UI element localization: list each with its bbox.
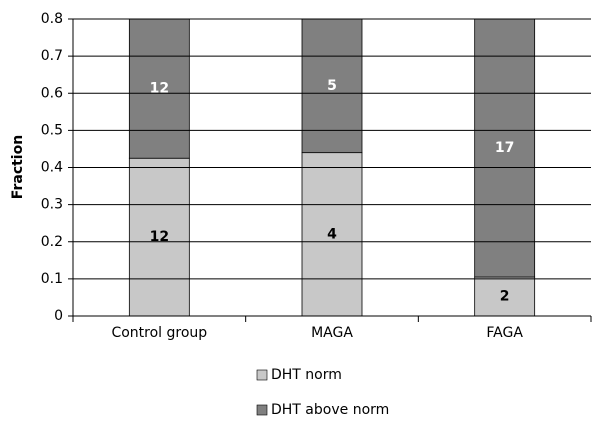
data-label: 17 bbox=[495, 140, 514, 156]
legend-swatch bbox=[256, 369, 268, 381]
y-tick-label: 0 bbox=[54, 308, 63, 324]
y-axis-label: Fraction bbox=[10, 135, 26, 199]
data-label: 12 bbox=[150, 229, 169, 245]
legend-label: DHT norm bbox=[271, 367, 342, 383]
x-tick-label: FAGA bbox=[486, 325, 523, 341]
y-tick-label: 0.3 bbox=[41, 197, 63, 213]
bar-segment bbox=[128, 19, 190, 159]
bar-segment bbox=[474, 19, 536, 278]
data-label: 5 bbox=[327, 78, 337, 94]
y-tick-label: 0.5 bbox=[41, 122, 63, 138]
data-label: 2 bbox=[500, 289, 510, 305]
legend-label: DHT above norm bbox=[271, 402, 389, 418]
y-tick-label: 0.2 bbox=[41, 234, 63, 250]
bar-segment bbox=[301, 152, 363, 316]
x-tick-label: MAGA bbox=[311, 325, 353, 341]
y-tick-label: 0.6 bbox=[41, 85, 63, 101]
bar-segment bbox=[301, 19, 363, 154]
legend-swatch bbox=[256, 404, 268, 416]
y-tick-label: 0.1 bbox=[41, 271, 63, 287]
x-tick-label: Control group bbox=[111, 325, 207, 341]
bar-segment bbox=[474, 276, 536, 316]
y-tick-label: 0.7 bbox=[41, 48, 63, 64]
data-label: 12 bbox=[150, 81, 169, 97]
bar-segment bbox=[128, 157, 190, 316]
y-tick-label: 0.4 bbox=[41, 160, 63, 176]
data-label: 4 bbox=[327, 226, 337, 242]
y-tick-label: 0.8 bbox=[41, 11, 63, 27]
